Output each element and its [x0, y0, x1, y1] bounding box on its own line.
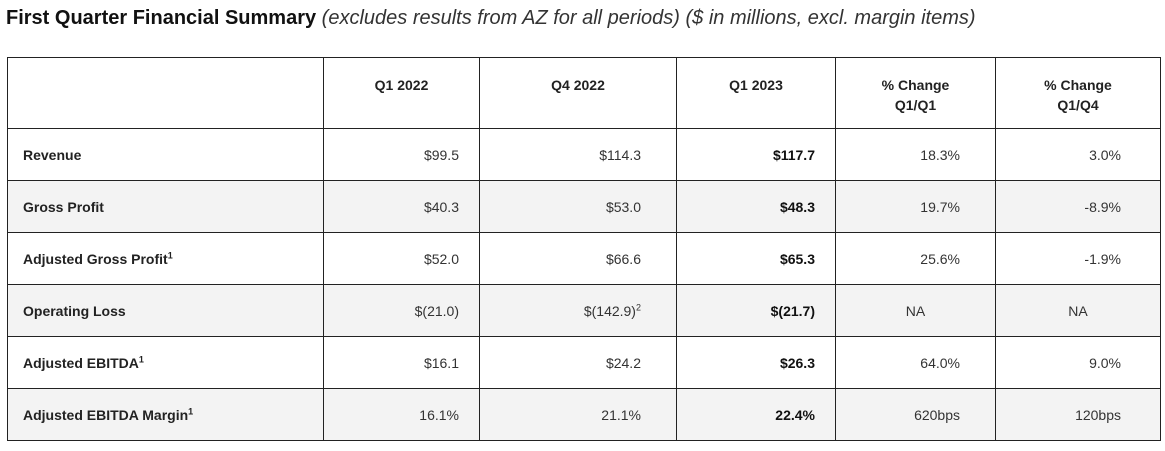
row-label: Revenue: [23, 146, 82, 163]
cell-value: $117.7: [772, 146, 815, 163]
table-row: Adjusted Gross Profit1 $52.0 $66.6 $65.3 25.…: [7, 232, 1161, 285]
column-header: [7, 57, 324, 129]
cell-value: $52.0: [423, 250, 459, 267]
cell-value: 64.0%: [920, 354, 960, 371]
financial-summary-table: Q1 2022 Q4 2022 Q1 2023 % Change Q1/Q1 % …: [7, 57, 1161, 441]
table-header-row: Q1 2022 Q4 2022 Q1 2023 % Change Q1/Q1 % …: [7, 57, 1161, 129]
cell-q1-2022: $52.0: [323, 232, 480, 285]
row-label: Adjusted EBITDA Margin: [23, 406, 189, 423]
cell-value: 21.1%: [601, 406, 641, 423]
cell-q1-2023: $65.3: [676, 232, 836, 285]
table-row: Operating Loss $(21.0) $(142.9)2 $(21.7) NA N…: [7, 284, 1161, 337]
cell-value: $(21.7): [770, 302, 815, 319]
row-label-cell: Gross Profit: [7, 180, 324, 233]
cell-q1-2022: $40.3: [323, 180, 480, 233]
cell-change-q1-q4: 9.0%: [995, 336, 1161, 389]
cell-value: 16.1%: [419, 406, 459, 423]
cell-q1-2022: $16.1: [323, 336, 480, 389]
cell-q4-2022: 21.1%: [479, 388, 677, 441]
table-row: Adjusted EBITDA1 $16.1 $24.2 $26.3 64.0% 9.0%: [7, 336, 1161, 389]
cell-value: $99.5: [423, 146, 459, 163]
cell-value: $16.1: [423, 354, 459, 371]
column-header: % Change Q1/Q1: [835, 57, 996, 129]
page-subtitle: (excludes results from AZ for all period…: [321, 7, 976, 29]
page-heading: First Quarter Financial Summary (exclude…: [6, 5, 976, 31]
cell-q1-2023: 22.4%: [676, 388, 836, 441]
cell-q1-2023: $(21.7): [676, 284, 836, 337]
cell-q4-2022: $53.0: [479, 180, 677, 233]
cell-q1-2023: $26.3: [676, 336, 836, 389]
row-label-cell: Operating Loss: [7, 284, 324, 337]
cell-change-q1-q1: 64.0%: [835, 336, 996, 389]
cell-change-q1-q4: NA: [995, 284, 1161, 337]
page-title: First Quarter Financial Summary: [6, 7, 317, 29]
cell-value: 9.0%: [1089, 354, 1121, 371]
row-label: Adjusted Gross Profit: [23, 250, 168, 267]
column-header: Q4 2022: [479, 57, 677, 129]
cell-value: 120bps: [1075, 406, 1121, 423]
cell-value: 18.3%: [920, 146, 960, 163]
cell-change-q1-q1: 620bps: [835, 388, 996, 441]
column-header: % Change Q1/Q4: [995, 57, 1161, 129]
row-label: Operating Loss: [23, 302, 126, 319]
cell-q4-2022: $66.6: [479, 232, 677, 285]
row-label-cell: Adjusted Gross Profit1: [7, 232, 324, 285]
cell-value: $(21.0): [414, 302, 459, 319]
cell-value: $24.2: [605, 354, 641, 371]
footnote-marker: 1: [167, 249, 173, 260]
footnote-marker: 1: [188, 405, 194, 416]
cell-value: NA: [1068, 302, 1088, 319]
cell-value: $65.3: [779, 250, 815, 267]
footnote-marker: 1: [138, 353, 144, 364]
cell-q1-2022: $(21.0): [323, 284, 480, 337]
row-label-cell: Adjusted EBITDA1: [7, 336, 324, 389]
cell-change-q1-q1: 18.3%: [835, 128, 996, 181]
table-row: Revenue $99.5 $114.3 $117.7 18.3% 3.0%: [7, 128, 1161, 181]
row-label: Gross Profit: [23, 198, 104, 215]
row-label-cell: Adjusted EBITDA Margin1: [7, 388, 324, 441]
cell-change-q1-q4: -8.9%: [995, 180, 1161, 233]
column-header: Q1 2023: [676, 57, 836, 129]
footnote-marker: 2: [635, 301, 641, 312]
cell-change-q1-q1: NA: [835, 284, 996, 337]
cell-q4-2022: $114.3: [479, 128, 677, 181]
cell-change-q1-q1: 19.7%: [835, 180, 996, 233]
cell-value: $114.3: [599, 146, 641, 163]
cell-q1-2022: 16.1%: [323, 388, 480, 441]
cell-value: NA: [905, 302, 926, 319]
cell-value: -8.9%: [1084, 198, 1121, 215]
cell-change-q1-q4: 120bps: [995, 388, 1161, 441]
cell-value: 19.7%: [920, 198, 960, 215]
row-label: Adjusted EBITDA: [23, 354, 139, 371]
cell-value: $48.3: [779, 198, 815, 215]
column-header: Q1 2022: [323, 57, 480, 129]
cell-value: 3.0%: [1089, 146, 1121, 163]
cell-q4-2022: $(142.9)2: [479, 284, 677, 337]
table-row: Adjusted EBITDA Margin1 16.1% 21.1% 22.4% 62…: [7, 388, 1161, 441]
cell-value: 620bps: [914, 406, 960, 423]
cell-q1-2023: $48.3: [676, 180, 836, 233]
cell-value: 25.6%: [920, 250, 960, 267]
cell-change-q1-q1: 25.6%: [835, 232, 996, 285]
cell-value: $(142.9): [583, 302, 636, 319]
table-row: Gross Profit $40.3 $53.0 $48.3 19.7% -8.9%: [7, 180, 1161, 233]
cell-value: $40.3: [423, 198, 459, 215]
cell-change-q1-q4: 3.0%: [995, 128, 1161, 181]
cell-q1-2023: $117.7: [676, 128, 836, 181]
cell-q1-2022: $99.5: [323, 128, 480, 181]
cell-value: $66.6: [605, 250, 641, 267]
cell-value: -1.9%: [1084, 250, 1121, 267]
cell-value: $26.3: [779, 354, 815, 371]
row-label-cell: Revenue: [7, 128, 324, 181]
cell-value: $53.0: [605, 198, 641, 215]
cell-change-q1-q4: -1.9%: [995, 232, 1161, 285]
cell-value: 22.4%: [775, 406, 815, 423]
cell-q4-2022: $24.2: [479, 336, 677, 389]
